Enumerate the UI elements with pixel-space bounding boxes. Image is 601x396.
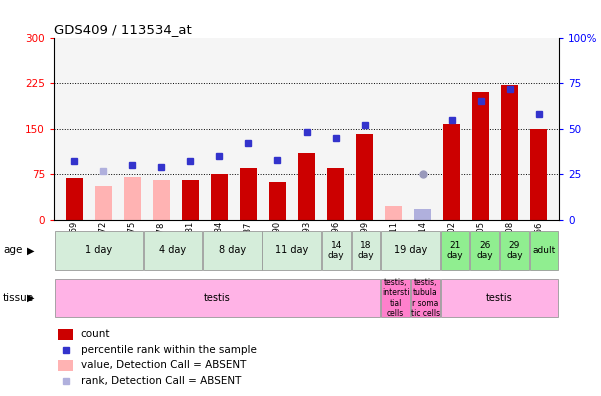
Bar bbox=[500, 231, 529, 270]
Text: 1 day: 1 day bbox=[85, 246, 112, 255]
Bar bbox=[269, 182, 286, 220]
Bar bbox=[443, 124, 460, 220]
Text: ▶: ▶ bbox=[27, 293, 34, 303]
Bar bbox=[58, 329, 73, 340]
Text: 21
day: 21 day bbox=[447, 241, 463, 260]
Bar bbox=[322, 231, 350, 270]
Bar bbox=[414, 209, 432, 220]
Bar bbox=[352, 231, 380, 270]
Bar bbox=[211, 174, 228, 220]
Bar bbox=[381, 279, 410, 317]
Bar bbox=[55, 231, 142, 270]
Bar bbox=[95, 187, 112, 220]
Text: count: count bbox=[81, 329, 110, 339]
Text: testis: testis bbox=[204, 293, 231, 303]
Text: testis,
intersti
tial
cells: testis, intersti tial cells bbox=[382, 278, 409, 318]
Text: age: age bbox=[3, 245, 22, 255]
Text: tissue: tissue bbox=[3, 293, 34, 303]
Text: 4 day: 4 day bbox=[159, 246, 186, 255]
Bar bbox=[298, 153, 315, 220]
Bar bbox=[263, 231, 321, 270]
Bar bbox=[124, 177, 141, 220]
Bar bbox=[471, 231, 499, 270]
Text: GDS409 / 113534_at: GDS409 / 113534_at bbox=[54, 23, 192, 36]
Text: percentile rank within the sample: percentile rank within the sample bbox=[81, 345, 257, 355]
Bar bbox=[441, 231, 469, 270]
Text: 18
day: 18 day bbox=[358, 241, 374, 260]
Text: 26
day: 26 day bbox=[477, 241, 493, 260]
Bar bbox=[240, 168, 257, 220]
Bar bbox=[530, 129, 548, 220]
Bar bbox=[144, 231, 202, 270]
Text: adult: adult bbox=[532, 246, 556, 255]
Bar bbox=[381, 231, 440, 270]
Bar bbox=[203, 231, 261, 270]
Bar bbox=[58, 360, 73, 371]
Bar bbox=[66, 179, 83, 220]
Text: 14
day: 14 day bbox=[328, 241, 344, 260]
Bar bbox=[441, 279, 558, 317]
Bar bbox=[529, 231, 558, 270]
Bar bbox=[356, 133, 373, 220]
Bar bbox=[385, 206, 402, 220]
Bar bbox=[501, 85, 518, 220]
Text: 29
day: 29 day bbox=[506, 241, 523, 260]
Text: 11 day: 11 day bbox=[275, 246, 308, 255]
Bar bbox=[182, 180, 199, 220]
Text: ▶: ▶ bbox=[27, 245, 34, 255]
Bar bbox=[327, 168, 344, 220]
Text: rank, Detection Call = ABSENT: rank, Detection Call = ABSENT bbox=[81, 376, 241, 386]
Bar bbox=[472, 92, 489, 220]
Text: value, Detection Call = ABSENT: value, Detection Call = ABSENT bbox=[81, 360, 246, 370]
Text: testis: testis bbox=[486, 293, 513, 303]
Text: testis,
tubula
r soma
tic cells: testis, tubula r soma tic cells bbox=[410, 278, 440, 318]
Bar bbox=[55, 279, 380, 317]
Text: 8 day: 8 day bbox=[219, 246, 246, 255]
Bar bbox=[153, 180, 170, 220]
Bar bbox=[411, 279, 440, 317]
Text: 19 day: 19 day bbox=[394, 246, 427, 255]
